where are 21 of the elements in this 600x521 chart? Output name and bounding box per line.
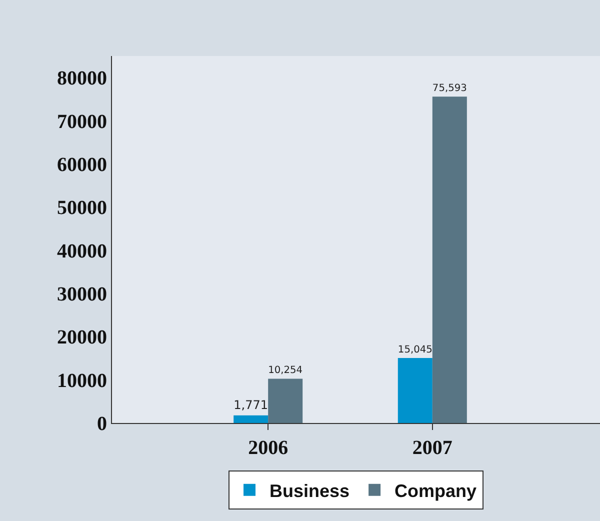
bar: [268, 378, 303, 423]
y-tick-label: 0: [97, 413, 107, 435]
y-tick-label: 10000: [57, 370, 107, 392]
legend-label: Business: [270, 480, 350, 501]
y-tick-label: 80000: [57, 68, 107, 90]
y-tick-label: 60000: [57, 154, 107, 176]
bar: [432, 96, 467, 423]
y-tick-label: 30000: [57, 283, 107, 306]
bar: [234, 415, 268, 423]
data-label: 10,254: [268, 364, 303, 376]
y-tick-label: 70000: [57, 110, 107, 133]
y-tick-label: 20000: [57, 326, 107, 349]
x-tick-label: 2007: [412, 437, 452, 459]
x-tick-label: 2006: [248, 437, 288, 459]
bar: [398, 358, 432, 423]
data-label: 1,771: [234, 398, 268, 412]
data-label: 75,593: [432, 82, 467, 94]
legend-label: Company: [394, 480, 477, 501]
y-tick-label: 40000: [57, 240, 107, 262]
y-tick-label: 50000: [57, 197, 107, 220]
data-label: 15,045: [398, 344, 432, 356]
